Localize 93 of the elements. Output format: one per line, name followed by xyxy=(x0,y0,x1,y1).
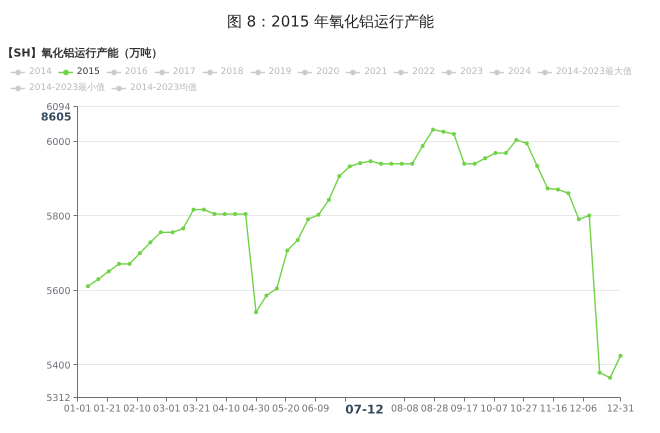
point xyxy=(410,162,414,166)
legend-label: 2015 xyxy=(76,66,100,78)
point xyxy=(348,164,352,168)
x-tick-label: 01-21 xyxy=(93,404,122,414)
y-tick-label: 5312 xyxy=(46,393,71,404)
legend-label: 2014 xyxy=(29,66,52,78)
point xyxy=(368,159,373,164)
point xyxy=(306,217,310,222)
x-tick-label: 03-01 xyxy=(152,404,181,414)
point xyxy=(202,208,206,212)
y-tick-label: 5800 xyxy=(46,211,71,222)
point xyxy=(244,212,248,216)
legend-label: 2014-2023均值 xyxy=(130,82,198,94)
point xyxy=(358,161,362,166)
x-tick-label: 10-27 xyxy=(510,404,538,414)
point xyxy=(504,151,508,156)
point xyxy=(138,251,142,256)
legend-label: 2022 xyxy=(412,66,436,78)
x-tick-label: 12-06 xyxy=(570,404,598,414)
x-tick-label: 08-28 xyxy=(420,404,448,414)
point xyxy=(181,226,186,231)
x-tick-label: 08-08 xyxy=(390,404,419,414)
y-tick-label: 5600 xyxy=(46,286,71,297)
point xyxy=(254,310,258,314)
point xyxy=(337,174,342,178)
x-tick-label: 01-01 xyxy=(64,404,92,414)
legend-label: 2021 xyxy=(364,66,388,78)
point xyxy=(296,238,300,242)
point xyxy=(86,284,90,288)
x-tick-label: 12-31 xyxy=(606,404,634,414)
legend-label: 2023 xyxy=(460,66,484,78)
legend-label: 2019 xyxy=(268,66,292,78)
point xyxy=(472,162,477,166)
y-tick-label: 5400 xyxy=(46,360,71,372)
point xyxy=(148,240,152,244)
legend-label: 2017 xyxy=(172,66,196,78)
text: 8605 xyxy=(40,110,72,124)
point xyxy=(378,162,383,166)
point xyxy=(96,277,100,282)
point xyxy=(452,132,456,136)
chart-title: 图 8：2015 年氧化铝运行产能 xyxy=(226,12,434,30)
legend-label: 2014-2023最小值 xyxy=(29,82,106,94)
x-tick-label: 11-16 xyxy=(540,404,568,414)
point xyxy=(514,138,518,142)
point xyxy=(170,230,175,234)
point xyxy=(587,214,592,218)
point xyxy=(264,294,268,298)
point xyxy=(233,212,238,216)
x-tick-label: 10-07 xyxy=(480,404,508,414)
point xyxy=(389,162,394,166)
point xyxy=(117,262,122,266)
point xyxy=(192,208,196,212)
point xyxy=(285,248,290,253)
point xyxy=(524,141,529,146)
legend-label: 2014-2023最大值 xyxy=(556,66,632,78)
point xyxy=(212,212,216,216)
point xyxy=(483,156,488,160)
point xyxy=(462,162,466,166)
x-tick-label: 03-21 xyxy=(182,404,210,414)
legend-label: 2016 xyxy=(124,66,148,78)
point xyxy=(274,286,279,290)
point xyxy=(106,269,111,274)
point xyxy=(326,198,331,202)
point xyxy=(546,186,550,190)
chart-subtitle: 【SH】氧化铝运行产能（万吨） xyxy=(2,46,163,60)
x-tick-label: 04-10 xyxy=(212,404,240,414)
x-tick-label: 05-20 xyxy=(272,404,300,414)
y-tick-label: 6000 xyxy=(46,136,71,148)
point xyxy=(400,162,404,166)
point xyxy=(316,212,321,217)
point xyxy=(222,212,227,216)
point xyxy=(556,187,560,192)
legend-label: 2020 xyxy=(316,66,340,78)
text: 07-12 xyxy=(345,402,384,416)
point xyxy=(431,128,436,132)
x-tick-label: 04-30 xyxy=(242,404,270,414)
point xyxy=(441,130,446,134)
x-tick-label: 06-09 xyxy=(302,404,330,414)
point xyxy=(535,164,540,168)
legend-label: 2024 xyxy=(508,66,531,78)
point xyxy=(128,262,132,266)
legend-label: 2018 xyxy=(220,66,244,78)
x-tick-label: 09-17 xyxy=(450,404,478,414)
point xyxy=(598,370,602,375)
point xyxy=(420,144,425,148)
point xyxy=(608,376,612,380)
point xyxy=(566,191,570,196)
point xyxy=(576,217,581,222)
point xyxy=(494,151,498,156)
y-tick-label: 6094 xyxy=(46,102,71,113)
point xyxy=(158,230,163,234)
point xyxy=(618,354,622,358)
x-tick-label: 02-10 xyxy=(123,404,151,414)
